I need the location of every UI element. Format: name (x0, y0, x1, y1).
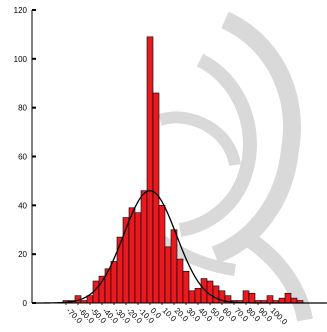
histogram-bar (140, 190, 148, 304)
histogram-bar (134, 212, 142, 304)
y-tick-label: 100 (14, 55, 28, 64)
y-tick-label: 0 (23, 299, 28, 308)
histogram-bar (158, 205, 166, 304)
histogram-bar (86, 295, 94, 304)
y-tick-label: 120 (14, 6, 28, 15)
histogram-bar (176, 258, 184, 304)
histogram-bar (212, 285, 220, 304)
histogram-bar (194, 288, 202, 304)
y-tick-label: 80 (18, 104, 27, 113)
histogram-bar (266, 295, 274, 304)
y-ticks: 0 20 40 60 80 100 120 (14, 6, 36, 308)
histogram-bar (152, 92, 160, 304)
histogram-bar (248, 292, 256, 304)
histogram-bar (164, 246, 172, 304)
histogram-bar (242, 290, 250, 304)
y-tick-label: 40 (18, 201, 27, 210)
histogram-bar (98, 275, 106, 304)
histogram-bar (290, 297, 298, 304)
y-tick-label: 60 (18, 153, 27, 162)
histogram-bar (116, 236, 124, 304)
histogram-bar (278, 297, 286, 304)
histogram-bar (110, 261, 118, 304)
histogram-bar (284, 292, 292, 304)
histogram-bar (146, 36, 154, 304)
y-tick-label: 20 (18, 250, 27, 259)
histogram-bars (62, 36, 304, 304)
histogram-bar (128, 207, 136, 304)
histogram-bar (188, 290, 196, 304)
histogram-bar (170, 229, 178, 304)
histogram-bar (182, 270, 190, 304)
x-ticks: -70.0-60.0-50.0-40.0-30.0-20.0-10.00.010… (65, 303, 289, 327)
